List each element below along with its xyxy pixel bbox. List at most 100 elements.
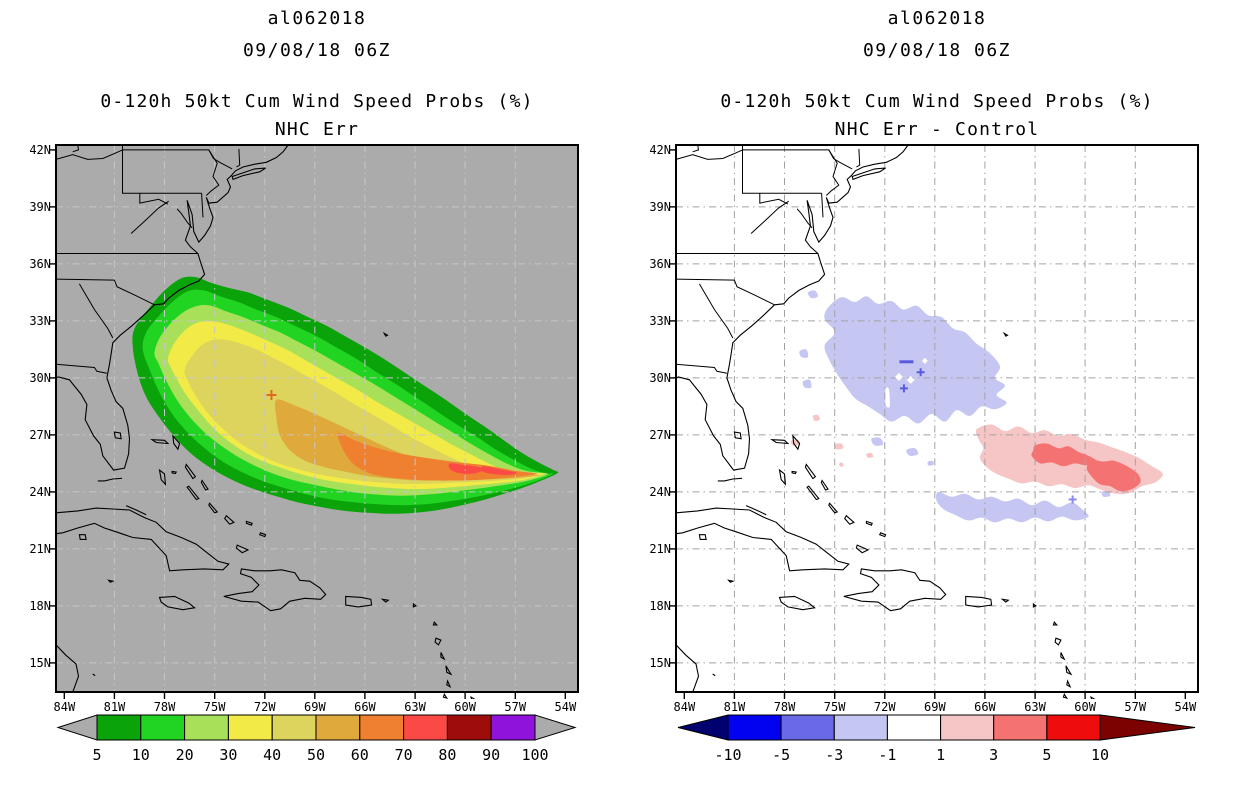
colorbar-cell <box>96 714 142 741</box>
lat-label: 18N <box>29 598 51 613</box>
contour-fill-1 <box>866 452 874 458</box>
contour-fill--1 <box>824 296 1007 424</box>
lat-label: 33N <box>649 313 671 328</box>
coastline <box>97 477 123 482</box>
state-border <box>742 145 822 194</box>
lat-label: 36N <box>649 256 671 271</box>
island-outline <box>380 598 390 603</box>
island-outline <box>107 579 115 583</box>
hole-marker <box>894 372 903 381</box>
colorbar-label: 90 <box>482 746 500 764</box>
island-outline <box>432 621 439 626</box>
contour-fill--1 <box>936 491 1089 523</box>
colorbar-cell <box>359 714 405 741</box>
island-outline <box>844 514 855 525</box>
colorbar-label: 10 <box>1091 746 1109 764</box>
island-outline <box>1002 331 1009 337</box>
contour-fill-3 <box>1086 459 1141 492</box>
state-border <box>201 193 204 218</box>
lon-label: 66W <box>354 700 376 714</box>
contour-fill--1 <box>807 290 819 299</box>
difference-colorbar: -10 -5 -3 -1 1 3 5 10 <box>677 714 1196 764</box>
colorbar-cell <box>184 714 229 741</box>
colorbar-cell <box>140 714 186 741</box>
state-border <box>72 144 80 153</box>
contour-fill--1 <box>871 437 884 446</box>
left-title: 0-120h 50kt Cum Wind Speed Probs (%) <box>100 91 534 112</box>
island-outline <box>1032 602 1038 608</box>
island-outline <box>1054 637 1062 646</box>
colorbar-cell <box>993 714 1048 741</box>
island-outline <box>224 514 235 525</box>
colorbar-label: -1 <box>878 746 896 764</box>
lon-label: 81W <box>103 700 126 714</box>
island-outline <box>172 434 181 451</box>
island-outline <box>78 534 87 540</box>
island-outline <box>345 595 373 608</box>
state-border <box>825 149 840 196</box>
island-outline <box>150 439 170 445</box>
lon-label: 78W <box>153 700 176 714</box>
colorbar-cell <box>227 714 273 741</box>
colorbar-cell <box>833 714 888 741</box>
colorbar-cell <box>886 714 941 741</box>
island-outline <box>1062 693 1069 699</box>
colorbar-cell <box>446 714 492 741</box>
island-outline <box>186 485 200 501</box>
lat-label: 39N <box>29 199 51 214</box>
coastline <box>125 505 147 516</box>
contour-fill-40 <box>184 339 543 484</box>
colorbar-cell <box>315 714 361 741</box>
state-border <box>675 149 743 160</box>
island-outline <box>791 470 798 475</box>
colorbar-label: -3 <box>825 746 843 764</box>
colorbar-cell <box>490 714 536 741</box>
colorbar-label: 1 <box>936 746 945 764</box>
colorbar-label: 80 <box>438 746 456 764</box>
lon-label: 60W <box>454 700 476 714</box>
lon-label: 69W <box>924 700 946 714</box>
island-outline <box>1052 621 1059 626</box>
colorbar-cell <box>780 714 835 741</box>
state-border <box>176 208 193 229</box>
contour-fill-70 <box>448 463 484 474</box>
lat-label: 42N <box>29 142 51 157</box>
island-outline <box>828 502 839 514</box>
state-border <box>55 363 107 374</box>
island-outline <box>675 507 850 572</box>
coastline <box>92 673 96 677</box>
colorbar-label: -5 <box>772 746 790 764</box>
island-outline <box>223 568 327 612</box>
island-outline <box>55 507 230 572</box>
difference-map <box>669 144 1199 699</box>
left-subtitle: NHC Err <box>274 119 360 140</box>
lon-label: 66W <box>974 700 996 714</box>
island-outline <box>851 167 886 181</box>
state-border <box>692 144 700 153</box>
contour-fill-3 <box>1031 443 1097 467</box>
colorbar-label: 3 <box>989 746 998 764</box>
lat-label: 21N <box>29 541 51 556</box>
contour-fill-70 <box>480 466 517 475</box>
lat-label: 39N <box>649 199 671 214</box>
storm-marker <box>266 390 277 401</box>
island-outline <box>820 479 829 491</box>
island-outline <box>804 463 817 480</box>
lat-label: 24N <box>649 484 671 499</box>
island-outline <box>1000 598 1010 603</box>
state-border <box>742 149 853 170</box>
storm-marker <box>916 368 925 377</box>
island-outline <box>727 579 735 583</box>
lat-label: 15N <box>29 655 51 670</box>
lon-label: 54W <box>554 700 577 714</box>
contour-fill-1 <box>839 462 844 467</box>
lon-label: 72W <box>873 700 896 714</box>
lon-label: 57W <box>504 700 527 714</box>
colorbar-label: 30 <box>219 746 237 764</box>
lat-label: 42N <box>649 142 671 157</box>
map-frame <box>55 144 579 693</box>
colorbar-label: 100 <box>521 746 548 764</box>
lon-label: 63W <box>1024 700 1046 714</box>
colorbar-cell <box>940 714 995 741</box>
coastline <box>675 644 700 693</box>
